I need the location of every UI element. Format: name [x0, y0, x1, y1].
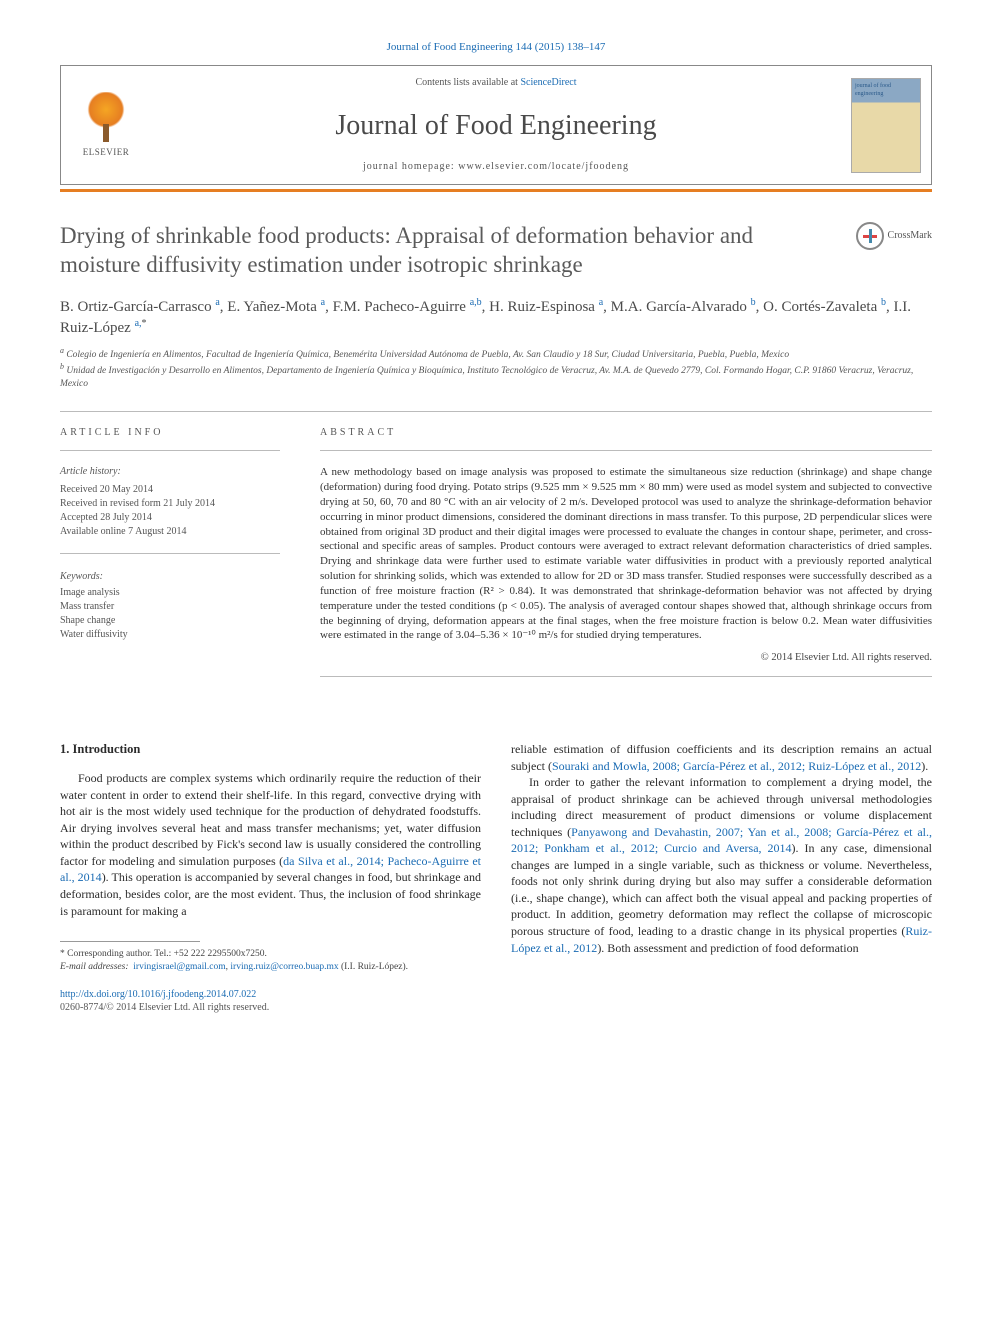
divider	[320, 676, 932, 677]
citation-link[interactable]: Souraki and Mowla, 2008; García-Pérez et…	[552, 759, 921, 773]
history-item: Received 20 May 2014	[60, 483, 280, 497]
section-heading: 1. Introduction	[60, 741, 481, 758]
email-link[interactable]: irvingisrael@gmail.com	[133, 962, 225, 972]
article-info-column: ARTICLE INFO Article history: Received 2…	[60, 426, 280, 691]
journal-ref-link[interactable]: Journal of Food Engineering 144 (2015) 1…	[387, 41, 606, 53]
cover-image: journal of food engineering	[851, 78, 921, 173]
history-item: Available online 7 August 2014	[60, 525, 280, 539]
keyword-item: Mass transfer	[60, 600, 280, 614]
journal-reference: Journal of Food Engineering 144 (2015) 1…	[60, 40, 932, 55]
elsevier-logo[interactable]: ELSEVIER	[61, 66, 151, 184]
elsevier-tree-icon	[81, 92, 131, 142]
body-paragraph: reliable estimation of diffusion coeffic…	[511, 741, 932, 774]
affiliation-a: a Colegio de Ingeniería en Alimentos, Fa…	[60, 346, 932, 362]
keyword-item: Image analysis	[60, 586, 280, 600]
email-link[interactable]: irving.ruiz@correo.buap.mx	[230, 962, 338, 972]
history-item: Accepted 28 July 2014	[60, 511, 280, 525]
journal-cover-thumb[interactable]: journal of food engineering	[841, 66, 931, 184]
divider	[60, 553, 280, 554]
sciencedirect-link[interactable]: ScienceDirect	[520, 77, 576, 88]
title-row: Drying of shrinkable food products: Appr…	[60, 222, 932, 280]
abstract-label: ABSTRACT	[320, 426, 932, 440]
history-label: Article history:	[60, 465, 280, 479]
contents-line: Contents lists available at ScienceDirec…	[151, 76, 841, 90]
history-item: Received in revised form 21 July 2014	[60, 497, 280, 511]
history-list: Received 20 May 2014Received in revised …	[60, 483, 280, 539]
abstract-copyright: © 2014 Elsevier Ltd. All rights reserved…	[320, 651, 932, 666]
doi-meta: 0260-8774/© 2014 Elsevier Ltd. All right…	[60, 1002, 269, 1013]
divider	[60, 450, 280, 451]
cover-text: journal of food engineering	[855, 83, 891, 97]
homepage-url[interactable]: www.elsevier.com/locate/jfoodeng	[458, 161, 629, 172]
abstract-text: A new methodology based on image analysi…	[320, 465, 932, 643]
affiliation-b: b Unidad de Investigación y Desarrollo e…	[60, 362, 932, 391]
body-paragraph: In order to gather the relevant informat…	[511, 774, 932, 956]
doi-link[interactable]: http://dx.doi.org/10.1016/j.jfoodeng.201…	[60, 989, 256, 1000]
footnote-rule	[60, 941, 200, 942]
keyword-item: Shape change	[60, 614, 280, 628]
author-list: B. Ortiz-García-Carrasco a, E. Yañez-Mot…	[60, 296, 932, 339]
crossmark-label: CrossMark	[888, 229, 932, 243]
body-columns: 1. Introduction Food products are comple…	[60, 741, 932, 1014]
article-info-label: ARTICLE INFO	[60, 426, 280, 440]
doi-block: http://dx.doi.org/10.1016/j.jfoodeng.201…	[60, 988, 481, 1014]
page-root: Journal of Food Engineering 144 (2015) 1…	[0, 0, 992, 1044]
footnotes: * Corresponding author. Tel.: +52 222 22…	[60, 948, 481, 974]
body-paragraph: Food products are complex systems which …	[60, 770, 481, 919]
body-col-left: 1. Introduction Food products are comple…	[60, 741, 481, 1014]
body-col-right: reliable estimation of diffusion coeffic…	[511, 741, 932, 1014]
divider	[320, 450, 932, 451]
keywords-list: Image analysisMass transferShape changeW…	[60, 586, 280, 642]
journal-header: ELSEVIER Contents lists available at Sci…	[60, 65, 932, 185]
corresponding-author: * Corresponding author. Tel.: +52 222 22…	[60, 948, 481, 961]
info-abstract-row: ARTICLE INFO Article history: Received 2…	[60, 426, 932, 691]
homepage-line: journal homepage: www.elsevier.com/locat…	[151, 160, 841, 174]
affiliations: a Colegio de Ingeniería en Alimentos, Fa…	[60, 346, 932, 391]
header-center: Contents lists available at ScienceDirec…	[151, 66, 841, 184]
crossmark-badge[interactable]: CrossMark	[856, 222, 932, 250]
journal-name: Journal of Food Engineering	[151, 106, 841, 145]
homepage-prefix: journal homepage:	[363, 161, 458, 172]
divider	[60, 411, 932, 412]
keyword-item: Water diffusivity	[60, 628, 280, 642]
keywords-label: Keywords:	[60, 570, 280, 584]
contents-prefix: Contents lists available at	[415, 77, 520, 88]
accent-bar	[60, 189, 932, 192]
abstract-column: ABSTRACT A new methodology based on imag…	[320, 426, 932, 691]
email-line: E-mail addresses: irvingisrael@gmail.com…	[60, 961, 481, 974]
elsevier-label: ELSEVIER	[83, 146, 130, 159]
crossmark-icon	[856, 222, 884, 250]
article-title: Drying of shrinkable food products: Appr…	[60, 222, 836, 280]
